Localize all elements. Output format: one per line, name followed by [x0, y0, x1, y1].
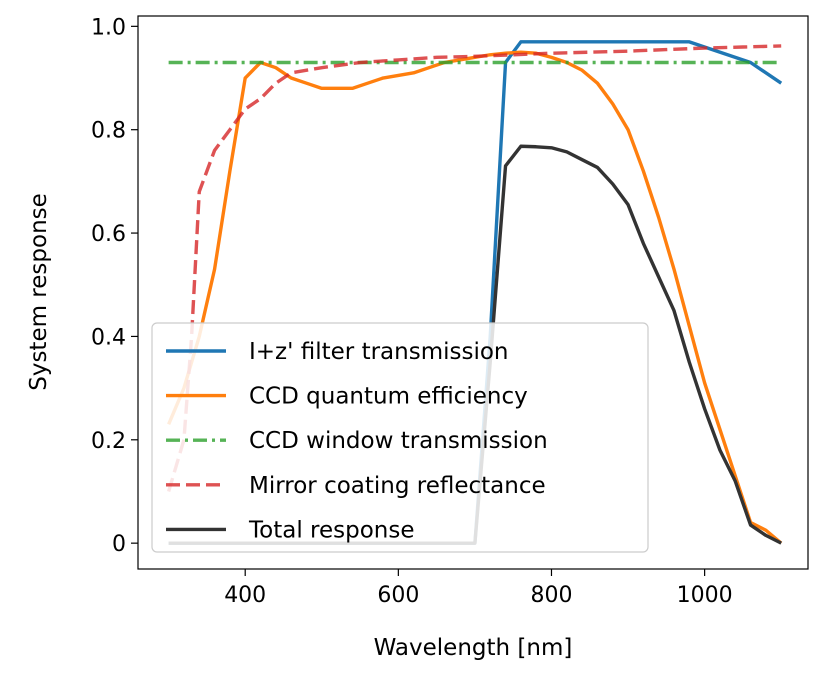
legend-label-3: Mirror coating reflectance	[249, 473, 546, 499]
y-tick-label: 1.0	[91, 15, 126, 40]
legend-box	[151, 322, 649, 553]
series-line-4	[168, 144, 782, 545]
legend-label-0: I+z' filter transmission	[249, 339, 509, 365]
plot-frame	[137, 15, 809, 570]
y-tick-label: 0.8	[91, 119, 126, 144]
y-tick-label: 0	[112, 532, 126, 557]
series-line-3	[167, 44, 782, 492]
x-axis: 400 600 800 1000	[224, 569, 733, 608]
y-tick-label: 0.4	[91, 325, 126, 350]
y-tick-label: 0.2	[91, 429, 126, 454]
x-tick-label: 600	[377, 583, 419, 608]
legend: I+z' filter transmission CCD quantum effi…	[151, 322, 649, 553]
legend-label-1: CCD quantum efficiency	[249, 384, 528, 410]
x-tick-label: 800	[530, 583, 572, 608]
x-axis-label: Wavelength [nm]	[374, 635, 573, 661]
y-axis: 0 0.2 0.4 0.6 0.8 1.0	[91, 15, 138, 557]
legend-label-2: CCD window transmission	[249, 428, 548, 454]
x-tick-label: 400	[224, 583, 266, 608]
legend-label-4: Total response	[248, 517, 415, 543]
y-tick-label: 0.6	[91, 222, 126, 247]
x-tick-label: 1000	[677, 583, 733, 608]
y-axis-label: System response	[26, 193, 52, 391]
